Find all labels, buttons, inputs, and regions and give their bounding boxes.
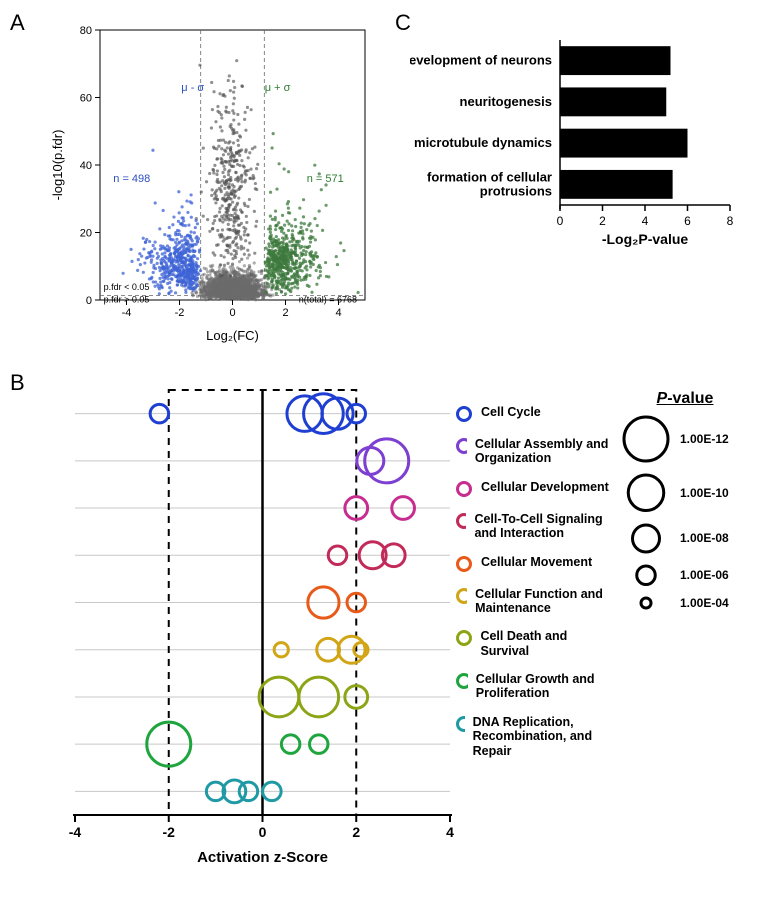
svg-text:protrusions: protrusions — [480, 183, 552, 198]
legend-category-item: Cell-To-Cell Signaling and Interaction — [455, 512, 615, 541]
panel-b-label: B — [10, 370, 25, 396]
svg-text:p.fdr > 0.05: p.fdr > 0.05 — [104, 295, 150, 305]
svg-text:μ + σ: μ + σ — [265, 82, 291, 94]
legend-category-item: Cellular Development — [455, 480, 615, 498]
panel-c-label: C — [395, 10, 411, 36]
svg-text:neuritogenesis: neuritogenesis — [460, 94, 552, 109]
svg-text:-Log₂P-value: -Log₂P-value — [602, 231, 689, 247]
pvalue-legend-item: 1.00E-08 — [620, 522, 750, 555]
legend-category-label: Cellular Growth and Proliferation — [476, 672, 615, 701]
legend-category-label: DNA Replication, Recombination, and Repa… — [473, 715, 615, 758]
svg-text:4: 4 — [335, 307, 341, 319]
svg-text:80: 80 — [80, 25, 92, 37]
figure-root: A -4-2024020406080Log₂(FC)-log10(p.fdr)μ… — [10, 10, 748, 890]
svg-text:μ - σ: μ - σ — [181, 82, 204, 94]
legend-category-item: Cellular Growth and Proliferation — [455, 672, 615, 701]
panel-a-plot: -4-2024020406080Log₂(FC)-log10(p.fdr)μ -… — [40, 15, 380, 355]
svg-text:p.fdr < 0.05: p.fdr < 0.05 — [104, 282, 150, 292]
svg-text:-2: -2 — [175, 307, 185, 319]
svg-text:0: 0 — [229, 307, 235, 319]
svg-text:4: 4 — [446, 824, 454, 840]
pvalue-legend-title: P-value — [620, 390, 750, 408]
svg-text:0: 0 — [86, 295, 92, 307]
svg-text:-4: -4 — [69, 824, 82, 840]
pvalue-legend-item: 1.00E-04 — [620, 595, 750, 611]
pvalue-legend-label: 1.00E-10 — [680, 486, 729, 500]
svg-text:2: 2 — [282, 307, 288, 319]
svg-text:20: 20 — [80, 228, 92, 240]
legend-category-item: DNA Replication, Recombination, and Repa… — [455, 715, 615, 758]
legend-category-label: Cell Cycle — [481, 405, 541, 419]
legend-category-label: Cell Death and Survival — [480, 629, 615, 658]
svg-text:0: 0 — [557, 214, 564, 228]
svg-text:8: 8 — [727, 214, 734, 228]
legend-category-label: Cell-To-Cell Signaling and Interaction — [474, 512, 615, 541]
svg-text:microtubule dynamics: microtubule dynamics — [414, 135, 552, 150]
panel-a-label: A — [10, 10, 25, 36]
pvalue-legend-item: 1.00E-10 — [620, 472, 750, 514]
legend-category-item: Cellular Movement — [455, 555, 615, 573]
panel-b-pvalue-legend: P-value 1.00E-12 1.00E-10 1.00E-08 1.00E-06 1… — [620, 390, 750, 619]
pvalue-legend-item: 1.00E-06 — [620, 563, 750, 588]
panel-c-plot: 0 2 4 6 8 -Log₂P-value development of neurons n… — [410, 20, 740, 250]
legend-category-label: Cellular Function and Maintenance — [475, 587, 615, 616]
svg-text:40: 40 — [80, 160, 92, 172]
pvalue-legend-label: 1.00E-08 — [680, 531, 729, 545]
legend-category-label: Cellular Assembly and Organization — [475, 437, 615, 466]
svg-text:2: 2 — [599, 214, 606, 228]
svg-text:-4: -4 — [122, 307, 132, 319]
panel-b-plot: -4 -2 0 2 4 Activation z-Score — [30, 380, 460, 870]
pvalue-legend-label: 1.00E-12 — [680, 432, 729, 446]
pvalue-legend-item: 1.00E-12 — [620, 414, 750, 464]
legend-category-item: Cell Cycle — [455, 405, 615, 423]
svg-text:2: 2 — [352, 824, 360, 840]
legend-category-item: Cellular Function and Maintenance — [455, 587, 615, 616]
svg-text:n = 571: n = 571 — [307, 173, 344, 185]
svg-text:n(total) = 6768: n(total) = 6768 — [299, 295, 357, 305]
pvalue-legend-label: 1.00E-06 — [680, 568, 729, 582]
svg-text:4: 4 — [642, 214, 649, 228]
svg-text:Log₂(FC): Log₂(FC) — [206, 328, 259, 343]
svg-text:-2: -2 — [163, 824, 176, 840]
legend-category-item: Cellular Assembly and Organization — [455, 437, 615, 466]
legend-category-label: Cellular Movement — [481, 555, 592, 569]
legend-category-item: Cell Death and Survival — [455, 629, 615, 658]
svg-text:-log10(p.fdr): -log10(p.fdr) — [50, 130, 65, 201]
pvalue-legend-label: 1.00E-04 — [680, 596, 729, 610]
svg-text:0: 0 — [259, 824, 267, 840]
svg-text:n = 498: n = 498 — [113, 173, 150, 185]
svg-text:6: 6 — [684, 214, 691, 228]
panel-b-category-legend: Cell Cycle Cellular Assembly and Organiza… — [455, 405, 615, 772]
svg-text:formation of cellular: formation of cellular — [427, 169, 552, 184]
legend-category-label: Cellular Development — [481, 480, 609, 494]
svg-text:Activation z-Score: Activation z-Score — [197, 849, 328, 866]
svg-text:60: 60 — [80, 93, 92, 105]
svg-text:development of neurons: development of neurons — [410, 53, 552, 68]
